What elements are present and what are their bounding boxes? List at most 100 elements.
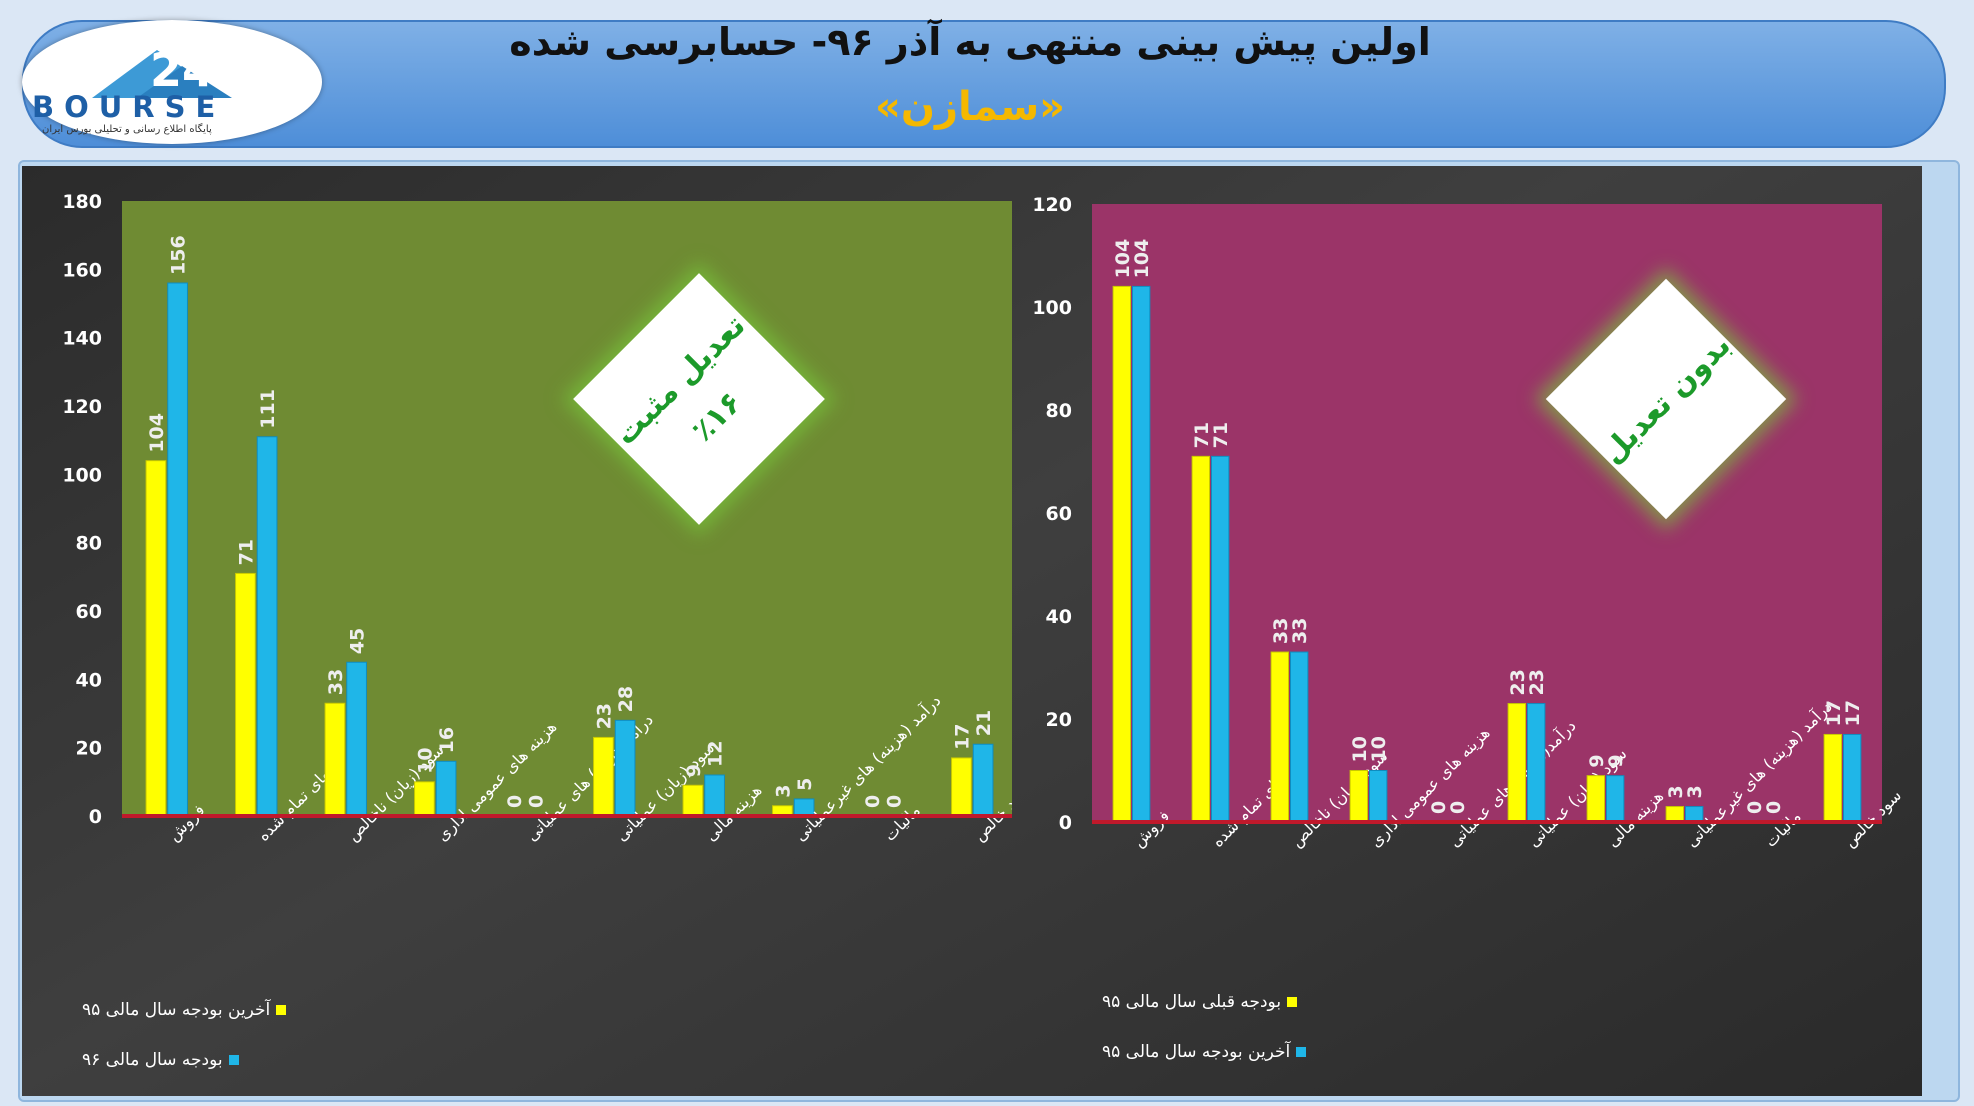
right-data-label: 17 [1842,700,1864,726]
right-data-label: 104 [1112,239,1134,279]
right-bar [1191,455,1210,823]
header-band [22,20,1946,148]
left-y-tick-label: 100 [62,464,102,486]
left-data-label: 0 [526,795,548,808]
legend-swatch-blue [1296,1047,1307,1057]
right-data-label: 0 [1428,801,1450,814]
right-data-label: 10 [1349,736,1371,762]
chart-area: 0 20 40 60 80 100 120 140 160 180 104 156 فروش 71 111 ب… [22,166,1922,1096]
left-bar [324,702,346,817]
right-y-tick-label: 80 [1046,400,1072,422]
right-legend-label-1: بودجه قبلی سال مالی ۹۵ [1102,992,1282,1012]
right-y-tick-label: 60 [1046,503,1072,525]
legend-swatch-blue [228,1055,239,1065]
legend-swatch-yellow [276,1005,287,1015]
right-data-label: 23 [1507,669,1529,695]
right-bar [1270,651,1289,823]
left-data-label: 17 [951,723,973,749]
left-data-label: 156 [168,235,190,275]
legend-swatch-yellow [1287,997,1298,1007]
left-bar [346,661,367,817]
bourse-logo-icon: 24 BOURSE پایگاه اطلاع رسانی و تحلیلی بو… [32,43,232,135]
right-data-label: 0 [1763,801,1785,814]
right-data-label: 71 [1210,422,1232,448]
left-y-tick-label: 120 [62,396,102,418]
left-bar [256,436,278,817]
right-bar [1132,285,1151,823]
left-bar [951,757,972,817]
left-y-tick-label: 180 [62,191,102,213]
left-data-label: 5 [794,778,816,791]
right-data-label: 33 [1270,618,1292,644]
right-bar [1369,770,1388,823]
left-data-label: 111 [257,389,279,429]
left-legend-item-2: بودجه سال مالی ۹۶ [82,1050,239,1070]
right-y-tick-label: 20 [1046,709,1072,731]
right-bar [1606,775,1625,823]
left-y-tick-label: 0 [89,806,102,828]
right-data-label: 71 [1191,422,1213,448]
left-data-label: 9 [683,764,705,777]
right-data-label: 17 [1823,700,1845,726]
right-bar [1527,703,1546,823]
left-bar [145,460,167,817]
right-y-tick-label: 0 [1059,812,1072,834]
logo-tagline: پایگاه اطلاع رسانی و تحلیلی بورس ایران [42,123,212,135]
left-data-label: 16 [436,727,458,753]
right-bar [1290,651,1309,823]
left-data-label: 104 [146,413,168,453]
right-bar [1843,733,1862,823]
left-bar [614,719,636,817]
left-data-label: 0 [862,795,884,808]
right-data-label: 9 [1605,754,1627,767]
right-data-label: 9 [1586,754,1608,767]
right-data-label: 3 [1684,785,1706,798]
left-data-label: 71 [235,539,257,565]
right-plot-area [1092,204,1882,822]
left-data-label: 21 [973,710,995,736]
logo-text: BOURSE [32,90,225,124]
right-y-tick-label: 120 [1032,194,1072,216]
left-bar [593,736,614,817]
left-data-label: 45 [347,628,369,654]
left-data-label: 23 [593,703,615,729]
page-title: اولین پیش بینی منتهی به آذر ۹۶- حسابرسی … [509,20,1431,64]
left-data-label: 33 [325,669,347,695]
left-legend-item-1: آخرین بودجه سال مالی ۹۵ [82,1000,287,1020]
left-data-label: 12 [705,741,727,767]
left-y-tick-label: 60 [76,601,102,623]
left-bar [167,282,188,817]
right-data-label: 10 [1368,736,1390,762]
left-y-tick-label: 20 [76,738,102,760]
left-bar [235,572,256,817]
right-bar [1112,285,1132,823]
logo: 24 BOURSE پایگاه اطلاع رسانی و تحلیلی بو… [22,20,322,144]
right-data-label: 3 [1665,785,1687,798]
left-bar [972,743,994,817]
left-legend-label-1: آخرین بودجه سال مالی ۹۵ [82,1000,271,1020]
left-legend-label-2: بودجه سال مالی ۹۶ [82,1050,223,1070]
left-data-label: 10 [414,747,436,773]
left-data-label: 0 [504,795,526,808]
left-chart: 020406080100120140160180104156فروش71111ب… [62,191,1012,846]
right-data-label: 23 [1526,669,1548,695]
right-y-tick-label: 100 [1032,297,1072,319]
left-y-tick-label: 40 [76,669,102,691]
left-bar [682,784,704,817]
right-bar [1823,733,1842,823]
left-y-tick-label: 160 [62,259,102,281]
right-legend-item-2: آخرین بودجه سال مالی ۹۵ [1102,1042,1307,1062]
svg-text:24: 24 [150,43,214,97]
left-data-label: 0 [884,795,906,808]
left-y-tick-label: 80 [76,533,102,555]
right-bar [1349,770,1368,823]
left-data-label: 28 [615,686,637,712]
right-bar [1211,455,1230,823]
right-data-label: 104 [1131,239,1153,279]
right-bar [1507,703,1526,823]
right-bar [1586,775,1605,823]
right-bar [1665,806,1684,823]
right-legend-item-1: بودجه قبلی سال مالی ۹۵ [1102,992,1298,1012]
